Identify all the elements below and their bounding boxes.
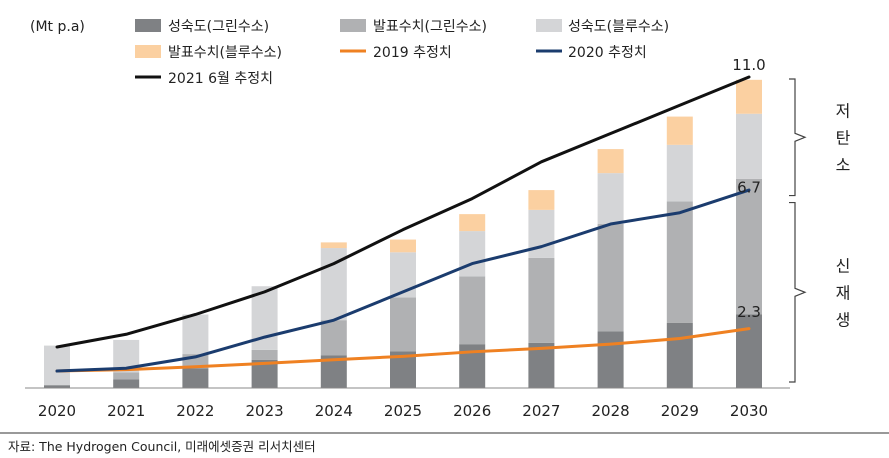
legend-swatch-blue-announced [135,45,161,58]
bar-2029-s1 [666,201,693,323]
bar-2027-s2 [528,209,555,258]
bar-2022-s2 [182,314,209,355]
bar-2028-s3 [597,149,624,174]
bar-2021-s1 [113,372,140,380]
x-tick-label-2029: 2029 [661,402,699,420]
x-tick-label-2021: 2021 [107,402,145,420]
bar-2028-s0 [597,331,624,388]
bar-2026-s2 [459,231,486,277]
x-tick-label-2030: 2030 [730,402,768,420]
bracket-0 [789,78,807,197]
bracket-1 [789,201,807,383]
bar-2027-s1 [528,257,555,343]
line-series-0 [55,327,751,373]
x-tick-label-2026: 2026 [453,402,491,420]
bar-2029-s0 [666,322,693,388]
legend-label-blue-maturity: 성숙도(블루수소) [568,19,669,35]
bar-2030-s1 [736,178,762,315]
legend-label-2020: 2020 추정치 [568,45,647,61]
bar-2020-s0 [44,385,70,388]
bar-2025-s3 [390,239,416,253]
unit-label: (Mt p.a) [30,19,85,35]
x-tick-label-2023: 2023 [246,402,284,420]
legend-swatch-blue-maturity [536,19,562,32]
data-label-1: 6.7 [737,179,761,197]
bar-2020-s2 [44,345,70,386]
bar-2024-s3 [320,242,347,249]
bar-2025-s2 [390,252,416,298]
legend-swatch-green-announced [340,19,366,32]
data-label-0: 11.0 [732,56,765,74]
x-tick-label-2024: 2024 [315,402,353,420]
legend: 성숙도(그린수소) 발표수치(그린수소) 성숙도(블루수소) 발표수치(블루수소… [135,19,669,87]
x-tick-label-2025: 2025 [384,402,422,420]
line-series-2 [55,75,751,349]
legend-swatch-green-maturity [135,19,161,32]
bar-2030-s0 [736,314,762,388]
plot-area: 2020 2021 2022 2023 2024 2025 2026 2027 2028 2029… [25,56,851,420]
bar-2030-s2 [736,113,762,179]
x-tick-label-2020: 2020 [38,402,76,420]
x-tick-label-2022: 2022 [176,402,214,420]
x-tick-label-2027: 2027 [522,402,560,420]
bar-2030-s3 [736,79,762,114]
bar-2025-s1 [390,297,416,352]
legend-label-2021-june: 2021 6월 추정치 [168,71,273,87]
legend-label-green-maturity: 성숙도(그린수소) [168,19,269,35]
bar-2028-s1 [597,224,624,332]
legend-label-green-announced: 발표수치(그린수소) [373,19,487,35]
data-label-2: 2.3 [737,303,761,321]
bar-2022-s0 [182,368,209,388]
legend-label-2019: 2019 추정치 [373,45,452,61]
bar-2029-s3 [666,116,693,145]
bar-2026-s1 [459,276,486,345]
bar-2028-s2 [597,173,624,225]
line-series-1 [55,188,751,373]
legend-label-blue-announced: 발표수치(블루수소) [168,45,282,61]
bar-2029-s2 [666,144,693,202]
bar-2027-s3 [528,190,555,210]
bar-2026-s3 [459,214,486,232]
bar-2021-s0 [113,379,140,388]
bar-2024-s1 [320,320,347,356]
x-tick-label-2028: 2028 [592,402,630,420]
bar-2023-s1 [251,349,278,360]
source-note: 자료: The Hydrogen Council, 미래에셋증권 리서치센터 [8,439,316,454]
